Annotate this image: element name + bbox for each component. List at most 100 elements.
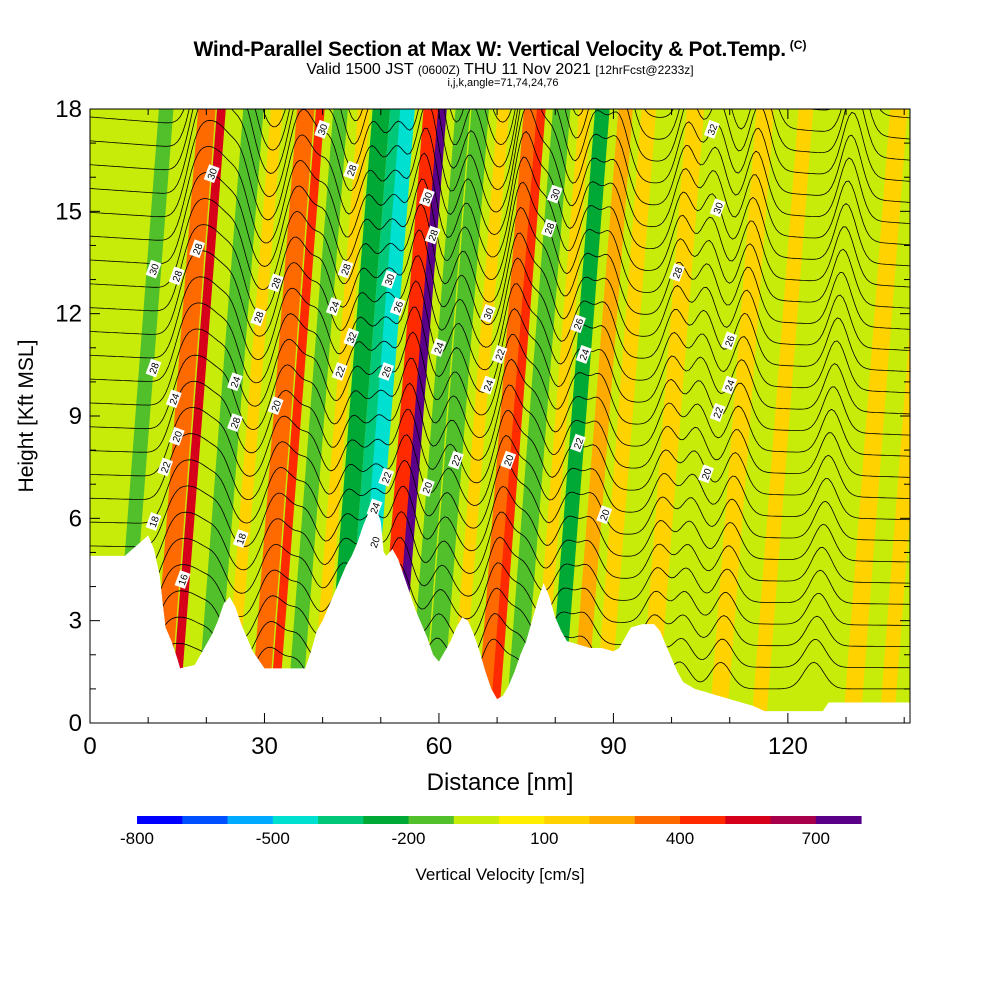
velocity-band bbox=[476, 109, 542, 723]
theta-label: 24 bbox=[721, 375, 738, 395]
theta-label-text: 20 bbox=[369, 535, 383, 550]
theta-label: 22 bbox=[709, 403, 726, 422]
colorbar-swatch bbox=[589, 816, 636, 824]
theta-contour bbox=[90, 171, 910, 309]
theta-label: 26 bbox=[378, 362, 395, 381]
y-tick-label: 6 bbox=[69, 505, 82, 532]
theta-contour bbox=[90, 145, 910, 288]
velocity-band bbox=[594, 109, 657, 723]
theta-label: 24 bbox=[366, 498, 383, 518]
plot-area: 18 16 18 22 20 24 28 30 28 28 30 24 28 28 28 20 30 28 28 24… bbox=[90, 109, 910, 723]
colorbar-tick-label: -200 bbox=[391, 829, 425, 848]
theta-label-text: 18 bbox=[148, 515, 162, 530]
theta-label-text: 30 bbox=[549, 187, 563, 202]
theta-contour bbox=[90, 276, 910, 394]
theta-label-text: 30 bbox=[316, 122, 330, 137]
theta-label-text: 30 bbox=[482, 307, 496, 322]
theta-label: 28 bbox=[168, 266, 185, 286]
theta-label: 28 bbox=[343, 160, 360, 180]
theta-label: 30 bbox=[203, 164, 220, 184]
theta-contour bbox=[90, 485, 910, 563]
theta-contour bbox=[90, 511, 910, 584]
theta-label: 28 bbox=[541, 218, 558, 238]
velocity-band bbox=[450, 109, 510, 723]
x-tick-label: 60 bbox=[426, 733, 453, 760]
grid-params: i,j,k,angle=71,74,24,76 bbox=[447, 77, 559, 89]
theta-label: 20 bbox=[168, 426, 185, 446]
theta-label-text: 24 bbox=[369, 501, 383, 516]
theta-label-text: 28 bbox=[340, 262, 354, 277]
theta-contour bbox=[492, 109, 910, 161]
theta-label: 22 bbox=[378, 467, 395, 487]
colorbar-tick-label: -800 bbox=[120, 829, 154, 848]
velocity-band bbox=[169, 109, 226, 723]
x-tick-label: 30 bbox=[251, 733, 278, 760]
theta-label-text: 20 bbox=[171, 429, 185, 444]
theta-contour bbox=[90, 380, 910, 478]
theta-label: 24 bbox=[480, 375, 497, 395]
velocity-band bbox=[670, 109, 732, 723]
theta-label-text: 26 bbox=[380, 365, 394, 380]
theta-label-text: 28 bbox=[229, 416, 243, 431]
theta-label: 28 bbox=[145, 358, 162, 378]
theta-label: 26 bbox=[721, 331, 738, 351]
theta-label-text: 24 bbox=[482, 378, 496, 393]
colorbar-swatch bbox=[499, 816, 545, 824]
colorbar-tick-label: -500 bbox=[256, 829, 290, 848]
velocity-band bbox=[489, 109, 546, 723]
theta-contour bbox=[90, 250, 910, 373]
theta-label: 28 bbox=[227, 413, 244, 433]
velocity-band bbox=[547, 109, 610, 723]
colorbar-swatch bbox=[770, 816, 817, 824]
theta-label-text: 28 bbox=[427, 228, 441, 243]
theta-label: 28 bbox=[189, 239, 206, 259]
theta-label: 20 bbox=[366, 532, 383, 552]
theta-label: 22 bbox=[491, 345, 508, 364]
theta-label-text: 28 bbox=[346, 163, 360, 178]
velocity-band bbox=[223, 109, 283, 723]
theta-label-text: 18 bbox=[235, 532, 249, 547]
theta-label: 24 bbox=[227, 372, 244, 392]
theta-label: 28 bbox=[424, 225, 441, 245]
y-axis-label: Height [Kft MSL] bbox=[15, 340, 38, 493]
y-tick-label: 3 bbox=[69, 608, 82, 635]
theta-label-text: 28 bbox=[543, 221, 557, 236]
theta-label: 22 bbox=[448, 450, 465, 470]
x-tick-label: 0 bbox=[83, 733, 96, 760]
theta-label-text: 28 bbox=[270, 276, 284, 291]
velocity-band bbox=[505, 109, 571, 723]
theta-label: 30 bbox=[709, 198, 726, 218]
theta-label-text: 24 bbox=[328, 300, 342, 315]
theta-label-text: 26 bbox=[724, 334, 738, 349]
theta-label: 22 bbox=[331, 362, 348, 381]
theta-label: 20 bbox=[698, 464, 715, 484]
x-tick-label: 90 bbox=[600, 733, 627, 760]
theta-label: 30 bbox=[314, 119, 331, 139]
x-tick-label: 120 bbox=[768, 733, 808, 760]
theta-contour bbox=[90, 224, 910, 351]
theta-contour bbox=[90, 109, 910, 246]
velocity-band bbox=[390, 109, 447, 723]
theta-label: 26 bbox=[389, 297, 406, 317]
theta-label: 20 bbox=[267, 396, 284, 416]
theta-label: 28 bbox=[669, 263, 686, 282]
theta-label: 24 bbox=[430, 338, 447, 358]
velocity-band bbox=[325, 109, 391, 723]
velocity-band bbox=[268, 109, 325, 723]
theta-contour bbox=[90, 328, 910, 436]
theta-label-text: 20 bbox=[421, 480, 435, 495]
theta-label: 30 bbox=[480, 304, 497, 323]
theta-label: 26 bbox=[570, 314, 587, 334]
theta-label-text: 32 bbox=[346, 330, 360, 345]
velocity-band bbox=[408, 109, 471, 723]
theta-label: 30 bbox=[418, 188, 435, 207]
theta-label: 28 bbox=[250, 307, 267, 327]
theta-label-text: 28 bbox=[171, 269, 185, 284]
theta-label-text: 28 bbox=[671, 266, 685, 281]
theta-label-text: 24 bbox=[578, 347, 592, 362]
theta-contour bbox=[90, 119, 910, 267]
theta-contour bbox=[90, 354, 910, 457]
velocity-band bbox=[531, 109, 591, 723]
valid-time: Valid 1500 JST bbox=[306, 61, 414, 78]
theta-label-text: 24 bbox=[433, 341, 447, 356]
